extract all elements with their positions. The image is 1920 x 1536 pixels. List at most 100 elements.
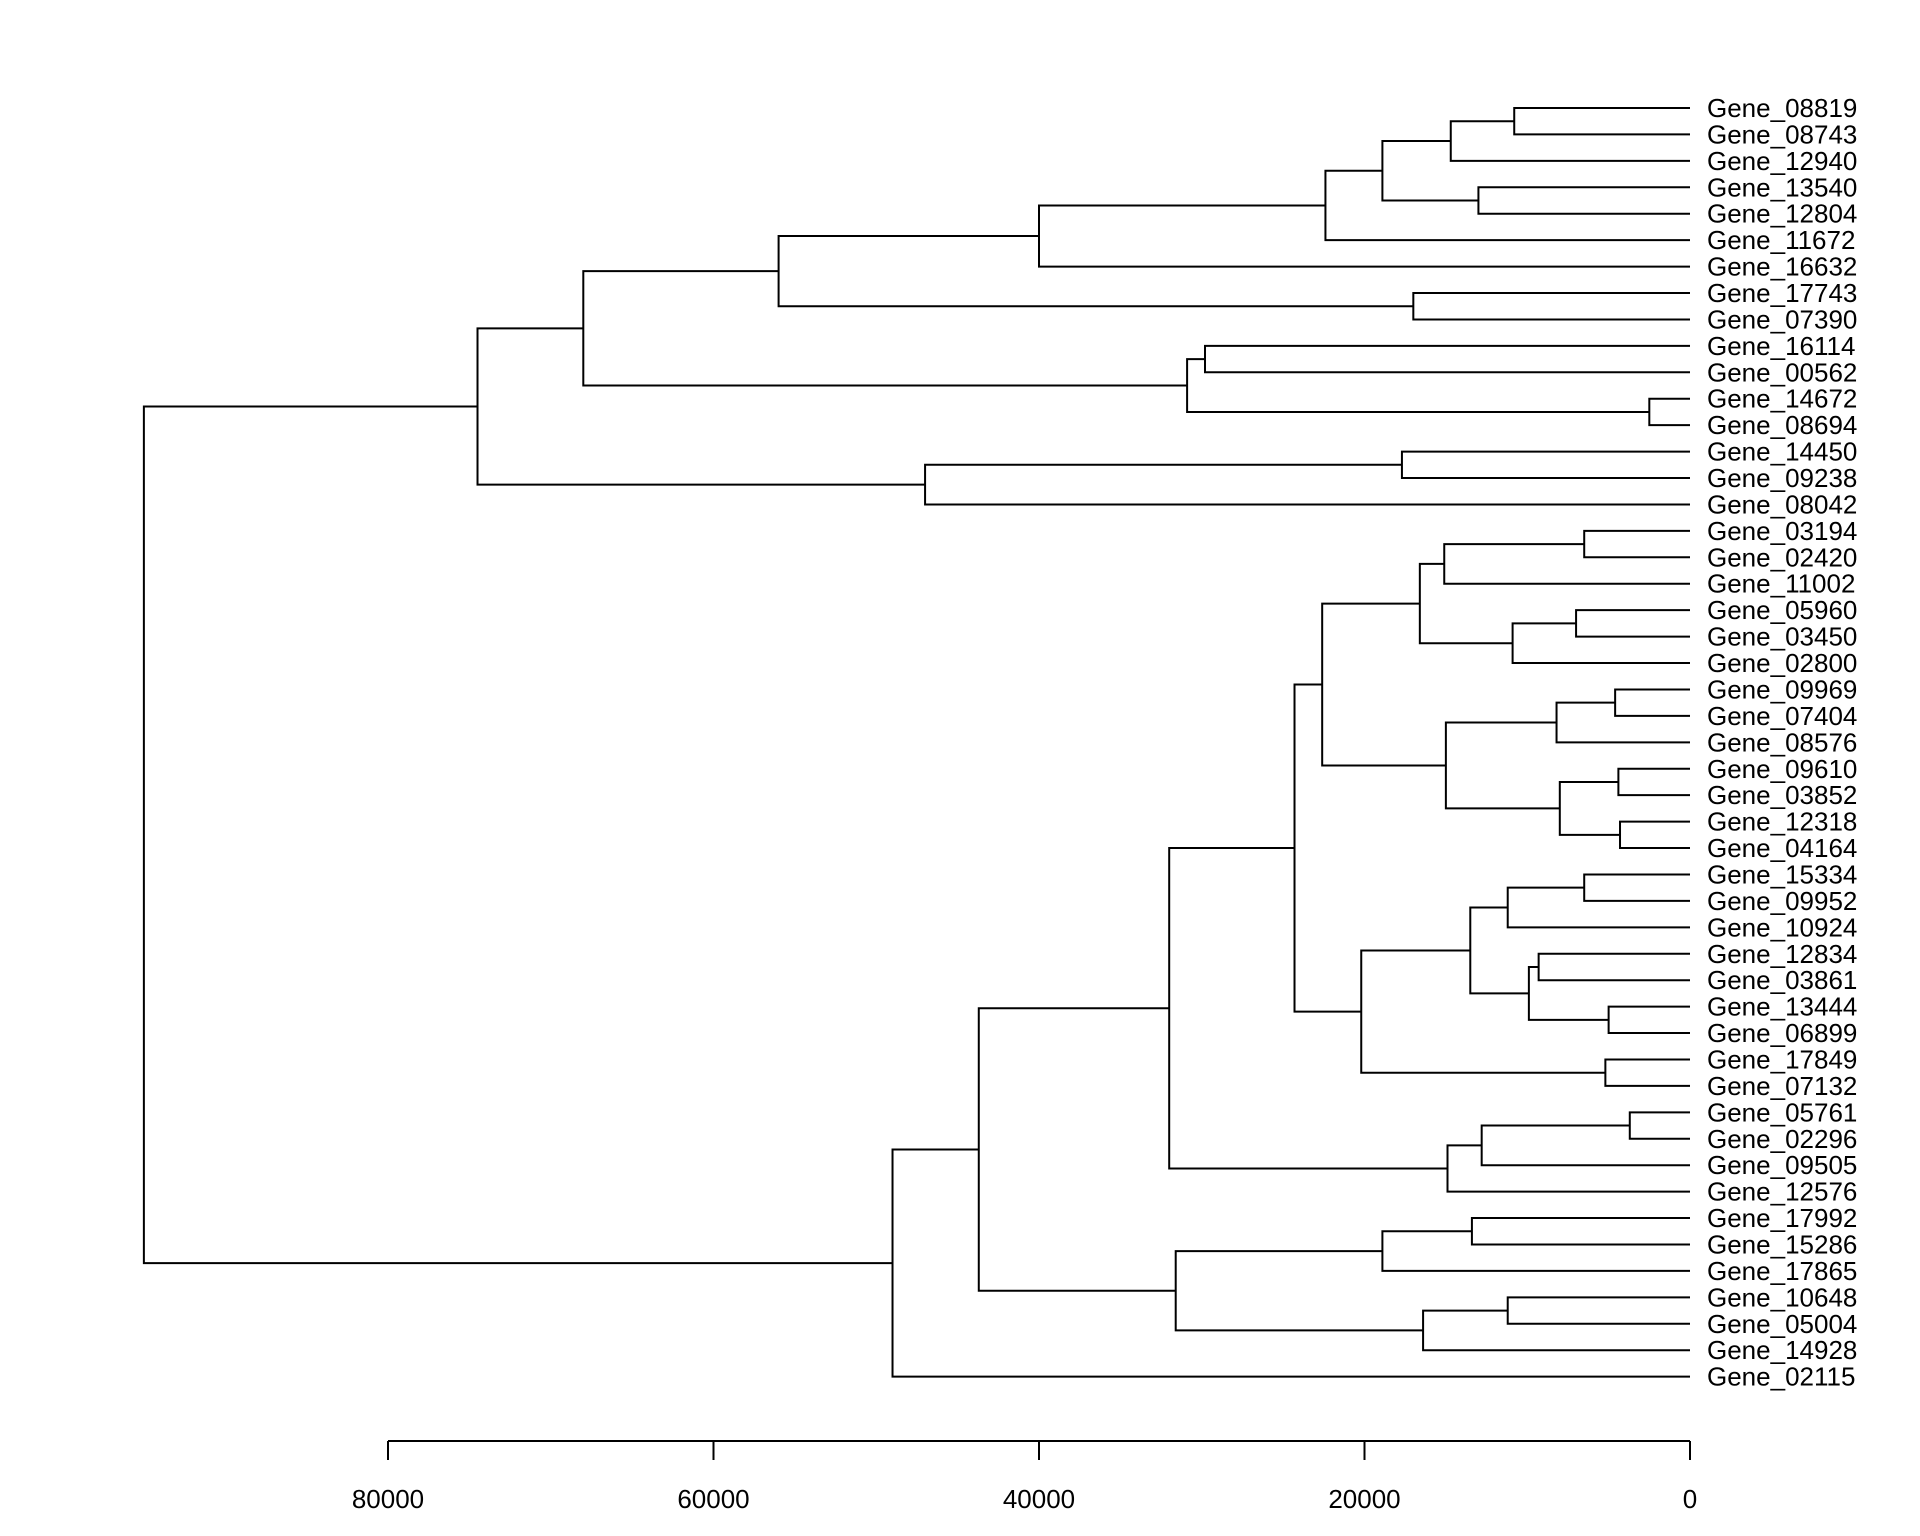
leaf-label: Gene_02420: [1707, 542, 1857, 572]
dendrogram-branch: [1174, 1250, 1424, 1332]
leaf-label: Gene_13540: [1707, 172, 1857, 202]
leaf-labels: Gene_08819Gene_08743Gene_12940Gene_13540…: [1707, 93, 1857, 1392]
dendrogram-branch: [1480, 1124, 1690, 1167]
leaf-label: Gene_09238: [1707, 463, 1857, 493]
leaf-label: Gene_10648: [1707, 1282, 1857, 1312]
dendrogram-branch: [1444, 721, 1560, 810]
leaf-label: Gene_14672: [1707, 384, 1857, 414]
dendrogram-branch: [1443, 543, 1690, 585]
dendrogram-branch: [1469, 906, 1529, 995]
leaf-label: Gene_03194: [1707, 516, 1857, 546]
leaf-label: Gene_09505: [1707, 1150, 1857, 1180]
x-tick-label: 0: [1683, 1484, 1697, 1514]
leaf-label: Gene_10924: [1707, 912, 1857, 942]
dendrogram-branch: [1360, 949, 1606, 1074]
dendrogram-branch: [1412, 292, 1690, 321]
dendrogram-branch: [1321, 602, 1446, 767]
dendrogram-branch: [1293, 683, 1362, 1013]
dendrogram-branch: [1527, 965, 1609, 1021]
x-axis: 80000 60000 40000 20000 0: [352, 1440, 1697, 1514]
leaf-label: Gene_14450: [1707, 437, 1857, 467]
leaf-label: Gene_02800: [1707, 648, 1857, 678]
leaf-label: Gene_07390: [1707, 304, 1857, 334]
dendrogram-branch: [1648, 397, 1690, 427]
dendrogram-branch: [1449, 120, 1690, 162]
leaf-label: Gene_00562: [1707, 357, 1857, 387]
dendrogram-branch: [1575, 609, 1690, 638]
leaf-label: Gene_16632: [1707, 252, 1857, 282]
dendrogram-branch: [1186, 358, 1650, 413]
dendrogram-branch: [476, 327, 926, 486]
leaf-label: Gene_03852: [1707, 780, 1857, 810]
dendrogram-branch: [1614, 688, 1690, 717]
leaf-label: Gene_17992: [1707, 1203, 1857, 1233]
leaf-label: Gene_02115: [1707, 1362, 1855, 1392]
leaf-label: Gene_04164: [1707, 833, 1857, 863]
dendrogram-branch: [1558, 780, 1621, 836]
dendrogram-branch: [582, 270, 1188, 387]
dendrogram-branch: [777, 235, 1414, 308]
dendrogram-branches: [142, 107, 1690, 1378]
x-tick-label: 40000: [1003, 1484, 1075, 1514]
leaf-label: Gene_09610: [1707, 754, 1857, 784]
leaf-label: Gene_08576: [1707, 727, 1857, 757]
dendrogram-branch: [142, 405, 893, 1265]
leaf-label: Gene_12940: [1707, 146, 1857, 176]
leaf-label: Gene_13444: [1707, 992, 1857, 1022]
leaf-label: Gene_09952: [1707, 886, 1857, 916]
dendrogram-branch: [1204, 344, 1690, 374]
leaf-label: Gene_14928: [1707, 1335, 1857, 1365]
x-tick-label: 20000: [1328, 1484, 1400, 1514]
leaf-label: Gene_11672: [1707, 225, 1855, 255]
leaf-label: Gene_07132: [1707, 1071, 1857, 1101]
dendrogram-branch: [1555, 701, 1690, 744]
leaf-label: Gene_12804: [1707, 199, 1857, 229]
dendrogram-branch: [1607, 1005, 1690, 1035]
leaf-label: Gene_03450: [1707, 622, 1857, 652]
leaf-label: Gene_12576: [1707, 1177, 1857, 1207]
dendrogram-branch: [924, 463, 1690, 506]
leaf-label: Gene_17743: [1707, 278, 1857, 308]
leaf-label: Gene_08743: [1707, 119, 1857, 149]
leaf-label: Gene_15286: [1707, 1229, 1857, 1259]
dendrogram-branch: [1381, 1230, 1690, 1272]
leaf-label: Gene_06899: [1707, 1018, 1857, 1048]
dendrogram-branch: [1422, 1309, 1690, 1352]
dendrogram-branch: [1477, 186, 1690, 215]
dendrogram-branch: [1470, 1217, 1690, 1246]
leaf-label: Gene_02296: [1707, 1124, 1857, 1154]
leaf-label: Gene_08819: [1707, 93, 1857, 123]
dendrogram-branch: [977, 1007, 1176, 1292]
dendrogram-branch: [1537, 952, 1690, 982]
dendrogram-branch: [1418, 562, 1513, 645]
dendrogram-branch: [1381, 140, 1479, 202]
leaf-label: Gene_12318: [1707, 807, 1857, 837]
dendrogram-branch: [1506, 1296, 1690, 1325]
dendrogram-branch: [1617, 767, 1690, 797]
leaf-label: Gene_12834: [1707, 939, 1857, 969]
dendrogram-branch: [1511, 622, 1690, 665]
dendrogram-branch: [1628, 1111, 1690, 1140]
dendrogram-branch: [1513, 107, 1690, 136]
leaf-label: Gene_08042: [1707, 489, 1857, 519]
dendrogram-branch: [1619, 820, 1690, 850]
leaf-label: Gene_09969: [1707, 674, 1857, 704]
leaf-label: Gene_16114: [1707, 331, 1855, 361]
dendrogram-branch: [1168, 847, 1448, 1170]
leaf-label: Gene_05960: [1707, 595, 1857, 625]
leaf-label: Gene_07404: [1707, 701, 1857, 731]
leaf-label: Gene_05004: [1707, 1309, 1857, 1339]
leaf-label: Gene_15334: [1707, 859, 1857, 889]
dendrogram-branch: [1324, 169, 1690, 242]
dendrogram-branch: [1506, 886, 1690, 929]
leaf-label: Gene_11002: [1707, 569, 1855, 599]
x-tick-label: 80000: [352, 1484, 424, 1514]
leaf-label: Gene_03861: [1707, 965, 1857, 995]
dendrogram-branch: [891, 1148, 1690, 1378]
leaf-label: Gene_17865: [1707, 1256, 1857, 1286]
dendrogram-branch: [1583, 529, 1690, 559]
dendrogram-branch: [1446, 1144, 1690, 1193]
dendrogram-branch: [1604, 1058, 1690, 1087]
leaf-label: Gene_05761: [1707, 1097, 1857, 1127]
